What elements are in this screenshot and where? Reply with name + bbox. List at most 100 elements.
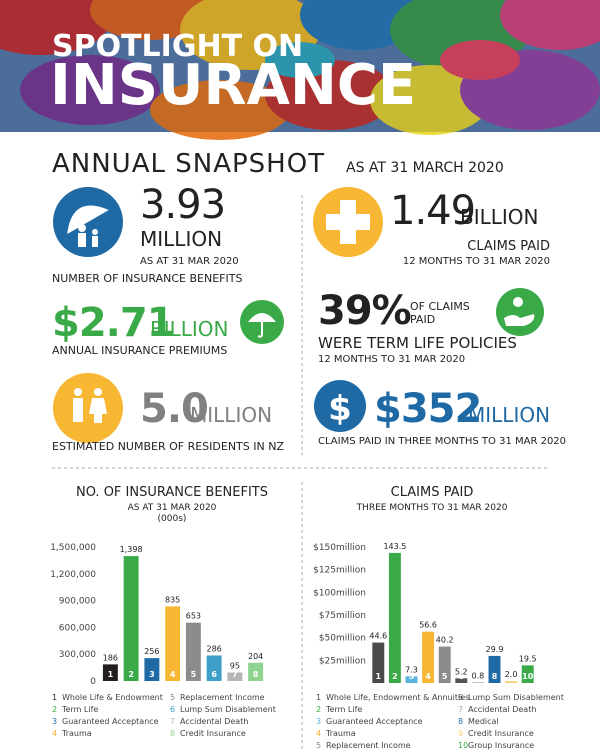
legend-label: Credit Insurance	[468, 729, 534, 738]
value-label: 653	[186, 612, 201, 621]
legend-label: Group Insurance	[468, 741, 534, 750]
legend-label: Accidental Death	[468, 705, 536, 714]
value-label: 286	[206, 644, 221, 653]
stat-unit: MILLION	[140, 227, 222, 251]
stat-label: CLAIMS PAID IN THREE MONTHS TO 31 MAR 20…	[318, 436, 566, 447]
bar-number: 8	[492, 672, 498, 681]
y-tick-label: $100million	[313, 588, 366, 598]
y-tick-label: $50million	[319, 634, 366, 644]
legend-number: 9	[458, 729, 463, 738]
y-tick-label: 600,000	[59, 623, 96, 633]
legend-label: Trauma	[325, 729, 356, 738]
chart-subtitle: THREE MONTHS TO 31 MAR 2020	[356, 503, 508, 513]
value-label: 0.8	[472, 671, 485, 680]
stat-unit: BILLION	[460, 205, 539, 229]
umbrella-icon	[240, 300, 284, 344]
bar	[521, 665, 534, 683]
legend-number: 1	[52, 693, 57, 702]
stat-value: 5.0	[140, 386, 208, 432]
y-tick-label: $75million	[319, 611, 366, 621]
bar-number: 6	[211, 670, 217, 679]
y-tick-label: 900,000	[59, 597, 96, 607]
value-label: 40.2	[436, 636, 454, 645]
stat-note: OF CLAIMS	[410, 300, 470, 313]
value-label: 2.0	[505, 670, 518, 679]
value-label: 7.3	[405, 665, 418, 674]
bar	[422, 631, 435, 683]
bar-number: 8	[253, 670, 259, 679]
y-tick-label: $125million	[313, 566, 366, 576]
legend-number: 3	[316, 717, 321, 726]
bar-number: 4	[425, 672, 431, 681]
bar	[388, 552, 401, 683]
stat-label: ANNUAL INSURANCE PREMIUMS	[52, 344, 227, 357]
legend-label: Credit Insurance	[180, 729, 246, 738]
bar-number: 1	[108, 670, 114, 679]
bar-number: 3	[409, 672, 415, 681]
stat-unit: MILLION	[468, 403, 550, 427]
chart-title: CLAIMS PAID	[391, 485, 474, 500]
legend-label: Trauma	[61, 729, 92, 738]
legend-label: Whole Life, Endowment & Annuities	[326, 693, 469, 702]
bar-number: 1	[376, 672, 382, 681]
legend-number: 4	[316, 729, 321, 738]
bar	[227, 672, 243, 681]
legend-number: 10	[458, 741, 468, 750]
legend-label: Term Life	[325, 705, 362, 714]
legend-label: Guaranteed Acceptance	[326, 717, 423, 726]
stat-value: 3.93	[140, 182, 225, 228]
stat-note: PAID	[410, 313, 435, 326]
legend-label: Replacement Income	[326, 741, 411, 750]
section-title: ANNUAL SNAPSHOT	[52, 149, 325, 179]
bar-number: 5	[191, 670, 197, 679]
care-icon	[496, 288, 544, 336]
bar	[505, 681, 518, 683]
value-label: 1,398	[120, 545, 143, 554]
stat-value: 1.49	[390, 188, 475, 234]
bar	[165, 606, 181, 681]
bar-number: 7	[232, 670, 238, 679]
bar	[438, 646, 451, 683]
bar-number: 6	[459, 672, 465, 681]
bar	[206, 655, 222, 681]
value-label: 186	[103, 653, 118, 662]
dollar-icon-symbol: $	[328, 389, 352, 429]
stat-label: NUMBER OF INSURANCE BENEFITS	[52, 272, 242, 285]
bar	[471, 682, 484, 683]
legend-label: Lump Sum Disablement	[468, 693, 564, 702]
legend-number: 6	[170, 705, 175, 714]
stat-label: WERE TERM LIFE POLICIES	[318, 334, 517, 352]
bar-number: 2	[392, 672, 398, 681]
bar-number: 2	[128, 670, 134, 679]
bar	[144, 658, 160, 681]
stat-value: $352	[374, 386, 481, 432]
stat-value: 39%	[318, 288, 411, 334]
bar-number: 7	[475, 672, 481, 681]
legend-number: 1	[316, 693, 321, 702]
header-title-2: INSURANCE	[50, 53, 416, 118]
bar	[405, 676, 418, 683]
header-title-1: SPOTLIGHT ON	[52, 29, 303, 64]
y-tick-label: $150million	[313, 543, 366, 553]
legend-number: 8	[170, 729, 175, 738]
bar-number: 4	[170, 670, 176, 679]
bar-number: 5	[442, 672, 448, 681]
stat-unit: MILLION	[190, 403, 272, 427]
legend-number: 2	[52, 705, 57, 714]
legend-number: 8	[458, 717, 463, 726]
legend-number: 5	[316, 741, 321, 750]
plus-icon	[313, 187, 383, 257]
value-label: 19.5	[519, 654, 537, 663]
umbrella-icon	[53, 187, 123, 257]
section-date: AS AT 31 MARCH 2020	[346, 160, 504, 176]
bar	[123, 556, 139, 681]
chart-unit-note: (000s)	[158, 514, 187, 524]
value-label: 29.9	[486, 645, 504, 654]
legend-label: Guaranteed Acceptance	[62, 717, 159, 726]
legend-number: 7	[458, 705, 463, 714]
legend-label: Accidental Death	[180, 717, 248, 726]
stat-label: ESTIMATED NUMBER OF RESIDENTS IN NZ	[52, 440, 284, 453]
legend-number: 6	[458, 693, 463, 702]
legend-label: Whole Life & Endowment	[62, 693, 163, 702]
